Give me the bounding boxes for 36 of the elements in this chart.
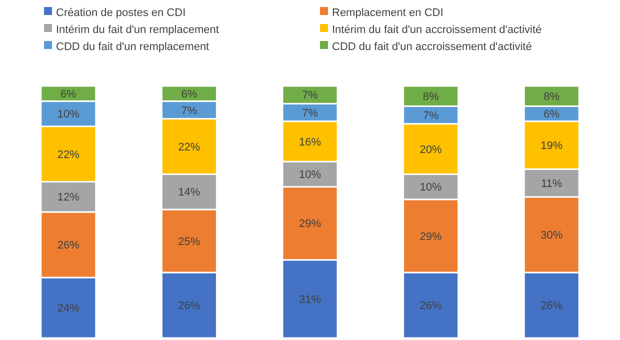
data-label: 12% [57, 192, 80, 204]
data-label: 29% [298, 218, 322, 230]
data-label: 29% [420, 230, 442, 243]
data-label: 30% [540, 230, 563, 242]
data-label: 24% [57, 302, 80, 315]
data-label: 14% [178, 186, 200, 199]
data-label: 7% [181, 104, 198, 117]
data-label: 26% [540, 300, 563, 312]
data-label: 25% [178, 236, 200, 248]
legend-label: CDD du fait d'un accroissement d'activité [332, 40, 532, 53]
data-label: 7% [302, 90, 318, 102]
data-label: 19% [540, 140, 563, 152]
data-label: 10% [420, 182, 442, 194]
data-label: 11% [541, 178, 562, 190]
data-label: 7% [422, 110, 439, 122]
data-label: 16% [298, 136, 322, 148]
data-label: 26% [178, 300, 200, 312]
data-label: 22% [178, 141, 200, 154]
data-label: 8% [544, 90, 560, 103]
data-label: 26% [420, 300, 442, 312]
legend-label: CDD du fait d'un remplacement [56, 40, 210, 53]
data-label: 22% [57, 148, 80, 161]
data-label: 8% [422, 90, 439, 103]
legend-label: Intérim du fait d'un accroissement d'activité [332, 24, 542, 36]
legend-label: Création de postes en CDI [56, 6, 186, 19]
data-label: 10% [298, 169, 322, 182]
legend-label: Intérim du fait d'un remplacement [56, 24, 219, 36]
data-label: 6% [544, 108, 560, 121]
data-label: 7% [302, 107, 318, 120]
data-label: 20% [420, 144, 442, 156]
legend-label: Remplacement en CDI [332, 6, 444, 19]
data-label: 31% [298, 294, 322, 306]
data-label: 26% [57, 240, 80, 252]
data-label: 10% [57, 108, 80, 121]
data-label: 6% [60, 88, 77, 100]
data-label: 6% [181, 88, 198, 100]
